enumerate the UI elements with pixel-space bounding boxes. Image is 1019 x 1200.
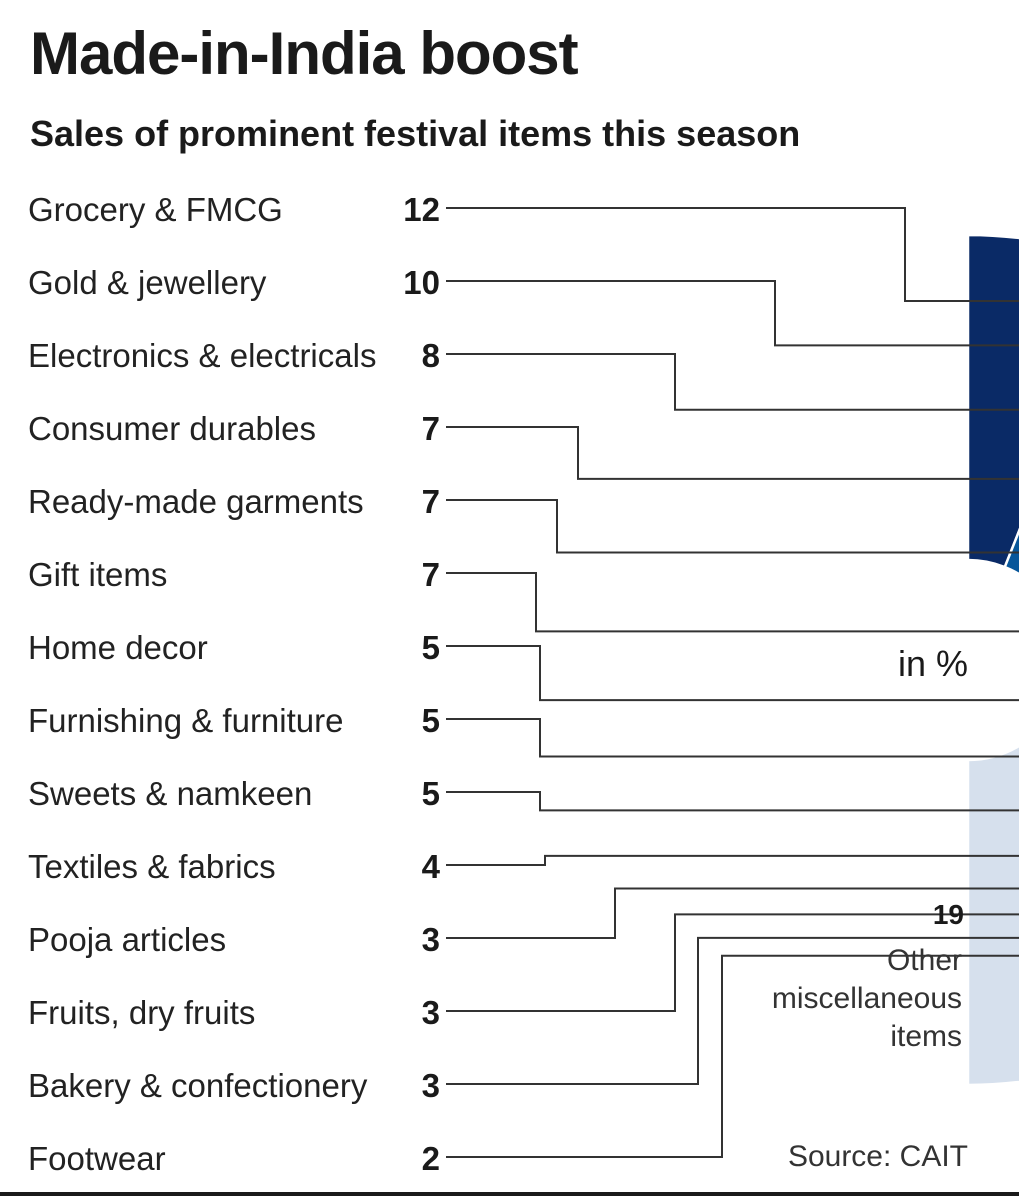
- leader-line-gold-jewellery: [446, 280, 1019, 347]
- category-label-grocery-fmcg: Grocery & FMCG: [28, 191, 283, 228]
- leader-line-bakery-confectionery: [446, 936, 1019, 1085]
- category-label-furnishing-furniture: Furnishing & furniture: [28, 702, 343, 739]
- category-label-textiles-fabrics: Textiles & fabrics: [28, 848, 276, 885]
- source-note: Source: CAIT: [788, 1140, 968, 1173]
- value-label-home-decor: 5: [422, 629, 440, 666]
- value-label-fruits-dry-fruits: 3: [422, 994, 440, 1031]
- leader-line-furnishing-furniture: [446, 718, 1019, 758]
- category-labels: Grocery & FMCG 12 Gold & jewellery 10 Electr…: [28, 191, 441, 1177]
- value-label-footwear: 2: [422, 1140, 440, 1177]
- chart-subtitle: Sales of prominent festival items this s…: [30, 113, 800, 154]
- value-label-furnishing-furniture: 5: [422, 702, 440, 739]
- leader-line-textiles-fabrics: [446, 854, 1019, 866]
- slice-other-miscellaneous: [966, 744, 1019, 1087]
- value-label-textiles-fabrics: 4: [422, 848, 441, 885]
- leader-line-fruits-dry-fruits: [446, 913, 1019, 1012]
- leader-line-electronics-electricals: [446, 353, 1019, 411]
- leader-line-gift-items: [446, 572, 1019, 633]
- value-label-ready-made-garments: 7: [422, 483, 440, 520]
- leader-line-ready-made-garments: [446, 499, 1019, 554]
- value-label-sweets-namkeen: 5: [422, 775, 440, 812]
- leader-line-home-decor: [446, 645, 1019, 702]
- leader-line-grocery-fmcg: [446, 207, 1019, 302]
- category-label-electronics-electricals: Electronics & electricals: [28, 337, 376, 374]
- category-label-ready-made-garments: Ready-made garments: [28, 483, 364, 520]
- other-label-line-2: miscellaneous: [772, 982, 962, 1015]
- category-label-sweets-namkeen: Sweets & namkeen: [28, 775, 312, 812]
- value-label-grocery-fmcg: 12: [403, 191, 440, 228]
- value-label-pooja-articles: 3: [422, 921, 440, 958]
- value-label-bakery-confectionery: 3: [422, 1067, 440, 1104]
- category-label-gold-jewellery: Gold & jewellery: [28, 264, 267, 301]
- value-label-gift-items: 7: [422, 556, 440, 593]
- value-label-consumer-durables: 7: [422, 410, 440, 447]
- category-label-gift-items: Gift items: [28, 556, 167, 593]
- pie-slices: [966, 233, 1019, 1087]
- unit-label: in %: [898, 643, 968, 684]
- category-label-footwear: Footwear: [28, 1140, 166, 1177]
- slice-grocery-fmcg: [966, 233, 1019, 569]
- other-value: 19: [933, 899, 964, 930]
- category-label-pooja-articles: Pooja articles: [28, 921, 226, 958]
- category-label-bakery-confectionery: Bakery & confectionery: [28, 1067, 368, 1104]
- leader-lines: [446, 207, 1019, 1158]
- other-label-line-3: items: [890, 1020, 962, 1053]
- chart-title: Made-in-India boost: [30, 20, 579, 87]
- category-label-fruits-dry-fruits: Fruits, dry fruits: [28, 994, 255, 1031]
- value-label-gold-jewellery: 10: [403, 264, 440, 301]
- category-label-consumer-durables: Consumer durables: [28, 410, 316, 447]
- leader-line-consumer-durables: [446, 426, 1019, 480]
- other-label-line-1: Other: [887, 944, 962, 977]
- leader-line-sweets-namkeen: [446, 791, 1019, 812]
- leader-line-pooja-articles: [446, 887, 1019, 939]
- category-label-home-decor: Home decor: [28, 629, 208, 666]
- value-label-electronics-electricals: 8: [422, 337, 440, 374]
- leader-line-footwear: [446, 954, 1019, 1158]
